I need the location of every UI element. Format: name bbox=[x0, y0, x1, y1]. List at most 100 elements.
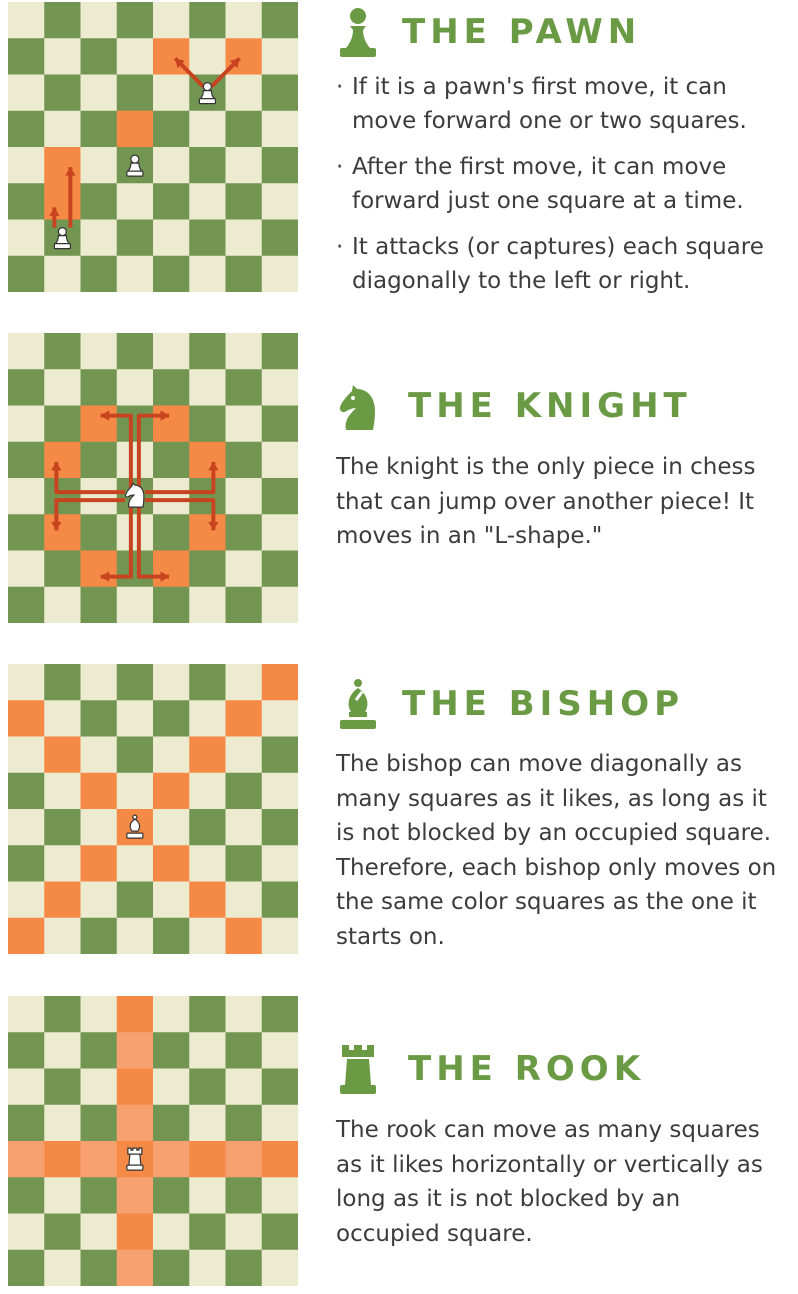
board-square bbox=[80, 1068, 118, 1106]
board-square bbox=[44, 845, 81, 882]
board-square bbox=[225, 996, 263, 1033]
board-square bbox=[8, 1177, 45, 1214]
board-square bbox=[189, 1032, 226, 1069]
board-square bbox=[225, 1213, 263, 1251]
board-square bbox=[116, 881, 154, 919]
board-square bbox=[80, 586, 118, 623]
board-square bbox=[261, 917, 298, 954]
board-square bbox=[189, 809, 226, 846]
board-square bbox=[153, 478, 190, 515]
pawn-rules-list: · If it is a pawn's first move, it can mo… bbox=[336, 70, 796, 310]
board-square bbox=[153, 772, 190, 810]
board-square bbox=[261, 183, 298, 220]
board-square bbox=[153, 1068, 190, 1106]
board-square bbox=[116, 219, 154, 257]
board-square bbox=[116, 405, 154, 443]
board-square bbox=[189, 514, 226, 551]
board-square bbox=[116, 664, 154, 701]
board-square bbox=[225, 333, 263, 370]
board-square bbox=[44, 809, 81, 846]
board-square bbox=[189, 2, 226, 39]
board-square bbox=[153, 917, 190, 954]
move-arrow bbox=[49, 207, 60, 228]
board-square bbox=[116, 333, 154, 370]
board-square bbox=[153, 1141, 190, 1178]
board-square bbox=[80, 1249, 118, 1286]
board-square bbox=[189, 996, 226, 1033]
board-square bbox=[8, 219, 45, 257]
board-square bbox=[261, 1177, 298, 1214]
board-square bbox=[189, 550, 226, 588]
board-square bbox=[44, 369, 81, 406]
board-square bbox=[80, 1177, 118, 1214]
board-square bbox=[225, 1249, 263, 1286]
board-square bbox=[8, 736, 45, 774]
board-square bbox=[44, 478, 81, 515]
board-square bbox=[189, 110, 226, 148]
board-square bbox=[44, 333, 81, 370]
board-square bbox=[225, 1032, 263, 1069]
board-square bbox=[116, 183, 154, 220]
board-square bbox=[8, 917, 45, 954]
board-square bbox=[8, 550, 45, 588]
move-arrow bbox=[65, 167, 76, 228]
board-square bbox=[44, 514, 81, 551]
board-square bbox=[261, 74, 298, 112]
board-square bbox=[116, 700, 154, 737]
board-square bbox=[225, 478, 263, 515]
move-arrow bbox=[144, 498, 219, 531]
board-square bbox=[80, 183, 118, 220]
board-square bbox=[44, 700, 81, 737]
board-square bbox=[80, 74, 118, 112]
board-square bbox=[44, 441, 81, 479]
board-square bbox=[189, 1213, 226, 1251]
board-square bbox=[261, 1141, 298, 1178]
board-square bbox=[225, 514, 263, 551]
board-square bbox=[189, 1141, 226, 1178]
board-square bbox=[116, 441, 154, 479]
board-square bbox=[225, 1104, 263, 1142]
board-square bbox=[44, 996, 81, 1033]
bishop-piece bbox=[126, 814, 144, 839]
board-square bbox=[116, 1032, 154, 1069]
board-square bbox=[44, 183, 81, 220]
board-square bbox=[153, 1213, 190, 1251]
board-square bbox=[261, 369, 298, 406]
board-square bbox=[225, 772, 263, 810]
board-square bbox=[261, 478, 298, 515]
board-square bbox=[80, 478, 118, 515]
board-square bbox=[8, 700, 45, 737]
move-arrow bbox=[100, 410, 133, 489]
board-square bbox=[261, 255, 298, 292]
board-square bbox=[8, 333, 45, 370]
board-square bbox=[8, 1068, 45, 1106]
pawn-piece bbox=[198, 82, 216, 105]
board-square bbox=[225, 255, 263, 292]
board-square bbox=[8, 74, 45, 112]
board-square bbox=[116, 110, 154, 148]
pawn-icon bbox=[340, 8, 376, 57]
board-square bbox=[153, 369, 190, 406]
board-square bbox=[44, 550, 81, 588]
move-arrow bbox=[136, 410, 170, 489]
board-square bbox=[80, 845, 118, 882]
board-square bbox=[44, 1249, 81, 1286]
board-square bbox=[261, 219, 298, 257]
board-square bbox=[189, 1249, 226, 1286]
board-square bbox=[116, 369, 154, 406]
board-square bbox=[225, 1177, 263, 1214]
board-square bbox=[189, 183, 226, 220]
board-square bbox=[261, 664, 298, 701]
board-square bbox=[80, 996, 118, 1033]
board-square bbox=[261, 514, 298, 551]
bishop-description: The bishop can move diagonally as many s… bbox=[336, 751, 777, 950]
board-square bbox=[189, 586, 226, 623]
board-square bbox=[8, 110, 45, 148]
board-square bbox=[44, 917, 81, 954]
rook-title: THE ROOK bbox=[408, 1049, 646, 1089]
board-square bbox=[189, 333, 226, 370]
board-square bbox=[80, 147, 118, 184]
board-square bbox=[225, 74, 263, 112]
board-square bbox=[80, 700, 118, 737]
knight-piece bbox=[124, 482, 145, 508]
